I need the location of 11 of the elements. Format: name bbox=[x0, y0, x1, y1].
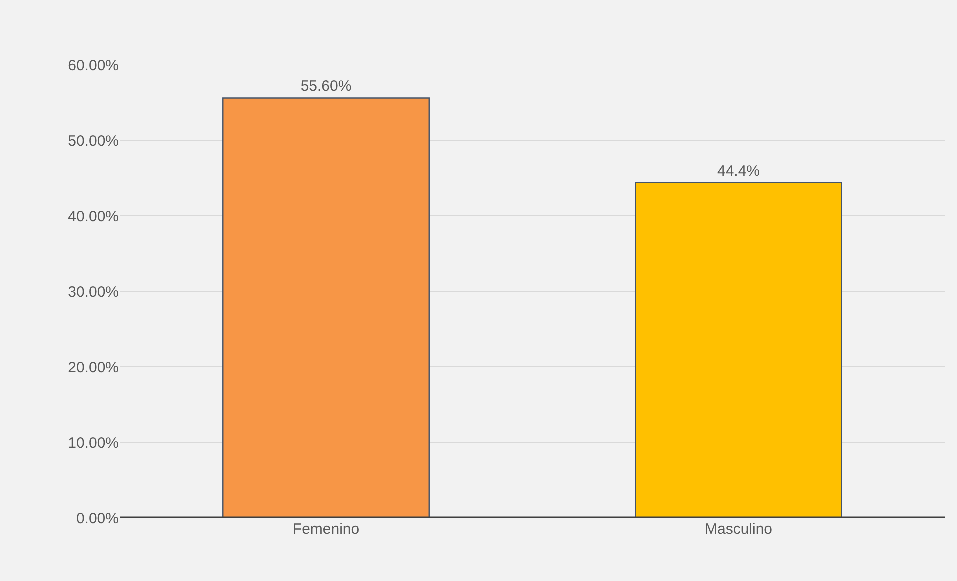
y-tick-label: 20.00% bbox=[68, 359, 119, 376]
y-tick-label: 30.00% bbox=[68, 284, 119, 301]
y-tick-label: 10.00% bbox=[68, 434, 119, 452]
data-label: 44.4% bbox=[717, 162, 760, 180]
y-tick-label: 50.00% bbox=[68, 132, 119, 150]
y-tick-label: 40.00% bbox=[68, 208, 119, 226]
y-tick-label: 60.00% bbox=[68, 57, 119, 74]
x-tick-label: Femenino bbox=[292, 521, 360, 538]
y-tick-label: 0.00% bbox=[76, 510, 119, 528]
data-label: 55.60% bbox=[300, 78, 352, 96]
x-tick-label: Masculino bbox=[704, 521, 773, 538]
